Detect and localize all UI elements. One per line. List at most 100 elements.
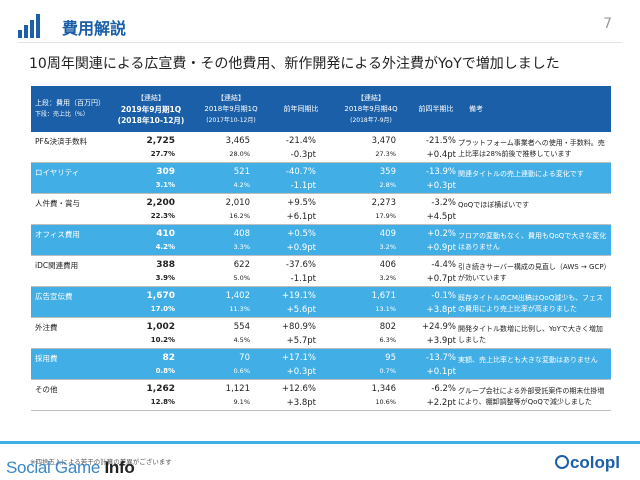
- header-unit-line1: 上段：費用（百万円）: [35, 99, 105, 107]
- cell-yoyp: -0.3pt: [290, 150, 316, 160]
- table-row: 採用費 82 0.8% 70 0.6% +17.1% +0.3pt 95 0.7% -13.7% +…: [31, 349, 611, 380]
- table-row: 外注費 1,002 10.2% 554 4.5% +80.9% +5.7pt 802 6.3% +…: [31, 318, 611, 349]
- cell-v1: 82: [162, 353, 175, 363]
- cell-v2p: 16.2%: [229, 212, 250, 220]
- cell-v1: 1,670: [146, 291, 175, 301]
- header-label: 前四半期比: [418, 104, 454, 113]
- cell-v2: 408: [233, 229, 250, 239]
- cell-qoqp: +0.9pt: [426, 243, 456, 253]
- cell-note: 実額、売上比率とも大きな変動はありません: [458, 356, 598, 364]
- cell-qoq: -6.2%: [431, 384, 456, 394]
- cell-qoqp: +0.7pt: [426, 274, 456, 284]
- cell-v4: 3,470: [371, 136, 396, 146]
- cell-v4: 409: [379, 229, 396, 239]
- social-game-info-logo: Social Game Info: [6, 458, 135, 478]
- cell-v2p: 0.6%: [233, 367, 250, 375]
- cell-yoy: -37.6%: [285, 260, 316, 270]
- cell-v2: 3,465: [225, 136, 250, 146]
- table-row: 人件費・賞与 2,200 22.3% 2,010 16.2% +9.5% +6.1pt 2,2…: [31, 194, 611, 225]
- cell-name: 人件費・賞与: [35, 199, 80, 208]
- cell-v2p: 4.5%: [233, 336, 250, 344]
- cell-qoqp: +4.5pt: [426, 212, 456, 222]
- cell-v1: 1,262: [146, 384, 175, 394]
- cell-yoyp: +6.1pt: [286, 212, 316, 222]
- cell-v1p: 22.3%: [150, 212, 175, 220]
- cell-v1p: 0.8%: [155, 367, 175, 375]
- cell-qoq: -13.7%: [425, 353, 456, 363]
- cell-name: 外注費: [35, 323, 58, 332]
- cell-v4: 1,346: [371, 384, 396, 394]
- cell-v4: 1,671: [371, 291, 396, 301]
- table-row: その他 1,262 12.8% 1,121 9.1% +12.6% +3.8pt 1,346 1…: [31, 380, 611, 411]
- cell-note: QoQでほぼ横ばいです: [458, 201, 530, 209]
- colopl-logo: colopl: [554, 453, 620, 473]
- cell-yoy: -21.4%: [285, 136, 316, 146]
- cell-name: オフィス費用: [35, 230, 80, 239]
- header-2018-4q: 【連結】 2018年9月期4Q (2018年7-9月): [331, 86, 411, 132]
- header-tag: 【連結】: [137, 93, 165, 102]
- cell-v1: 2,200: [146, 198, 175, 208]
- cell-v4: 2,273: [371, 198, 396, 208]
- cell-v2: 622: [233, 260, 250, 270]
- cell-name: ロイヤリティ: [35, 168, 80, 177]
- cell-v2: 521: [233, 167, 250, 177]
- cell-name: PF&決済手数料: [35, 137, 88, 146]
- cell-yoy: +19.1%: [281, 291, 316, 301]
- cell-qoq: -13.9%: [425, 167, 456, 177]
- cell-v4p: 2.8%: [379, 181, 396, 189]
- cell-note: 関連タイトルの売上連動による変化です: [458, 170, 584, 178]
- header-range: (2017年10-12月): [206, 116, 256, 124]
- cell-v2p: 11.3%: [229, 305, 250, 313]
- header-tag: 【連結】: [217, 93, 245, 102]
- cell-note: 既存タイトルのCM出稿はQoQ減少も、フェスの費用により売上比率が高まりました: [458, 294, 604, 313]
- cell-v1: 1,002: [146, 322, 175, 332]
- cell-name: 広告宣伝費: [35, 292, 73, 301]
- cell-v2: 70: [239, 353, 250, 363]
- cell-note: グループ会社による外部受託案件の期末仕掛増により、棚卸調整等がQoQで減少しまし…: [458, 387, 605, 406]
- header-label: 備考: [469, 104, 483, 113]
- cell-v1p: 10.2%: [150, 336, 175, 344]
- table-body: PF&決済手数料 2,725 27.7% 3,465 28.0% -21.4% -0.3pt…: [31, 132, 611, 411]
- header-2019-1q: 【連結】 2019年9月期1Q (2018年10-12月): [111, 86, 191, 132]
- headline: 10周年関連による広宣費・その他費用、新作開発による外注費がYoYで増加しました: [29, 56, 560, 72]
- cell-v4p: 6.3%: [379, 336, 396, 344]
- table-row: オフィス費用 410 4.2% 408 3.3% +0.5% +0.9pt 409 3.2% +0…: [31, 225, 611, 256]
- cell-qoq: +0.2%: [427, 229, 456, 239]
- cell-v4p: 3.2%: [379, 274, 396, 282]
- cell-qoqp: +0.4pt: [426, 150, 456, 160]
- cell-yoy: +9.5%: [287, 198, 316, 208]
- cell-v4p: 0.7%: [379, 367, 396, 375]
- cell-v4p: 27.3%: [375, 150, 396, 158]
- cell-qoqp: +3.8pt: [426, 305, 456, 315]
- table-header: 上段：費用（百万円） 下段：売上比（%） 【連結】 2019年9月期1Q (20…: [31, 86, 611, 132]
- footnote: ※四捨五入による若干の計算の差異がございます: [30, 458, 172, 466]
- cell-v4p: 13.1%: [375, 305, 396, 313]
- header-label: 前年同期比: [283, 104, 319, 113]
- header-range: (2018年7-9月): [350, 116, 392, 124]
- logo-text-colopl: colopl: [569, 453, 620, 472]
- cell-qoq: -0.1%: [431, 291, 456, 301]
- cell-v2: 1,402: [225, 291, 250, 301]
- cell-yoyp: +0.3pt: [286, 367, 316, 377]
- cell-v1p: 27.7%: [150, 150, 175, 158]
- cell-v1p: 17.0%: [150, 305, 175, 313]
- cell-v1: 2,725: [146, 136, 175, 146]
- cell-v2p: 28.0%: [229, 150, 250, 158]
- footer-divider: [0, 441, 640, 444]
- header-notes: 備考: [461, 86, 611, 132]
- cell-v2: 1,121: [225, 384, 250, 394]
- cell-v2: 2,010: [225, 198, 250, 208]
- colopl-logo-icon: [554, 455, 569, 469]
- header-period: 2018年9月期1Q: [204, 104, 258, 113]
- cell-v4: 802: [379, 322, 396, 332]
- cell-qoqp: +0.3pt: [426, 181, 456, 191]
- cell-qoqp: +2.2pt: [426, 398, 456, 408]
- cell-qoq: -21.5%: [425, 136, 456, 146]
- cell-qoq: -4.4%: [431, 260, 456, 270]
- cell-v1p: 4.2%: [155, 243, 175, 251]
- cell-qoq: +24.9%: [421, 322, 456, 332]
- cell-v4: 406: [379, 260, 396, 270]
- cell-note: フロアの変動もなく、費用もQoQで大きな変化はありません: [458, 232, 607, 251]
- cell-v2p: 9.1%: [233, 398, 250, 406]
- cell-v1p: 3.9%: [155, 274, 175, 282]
